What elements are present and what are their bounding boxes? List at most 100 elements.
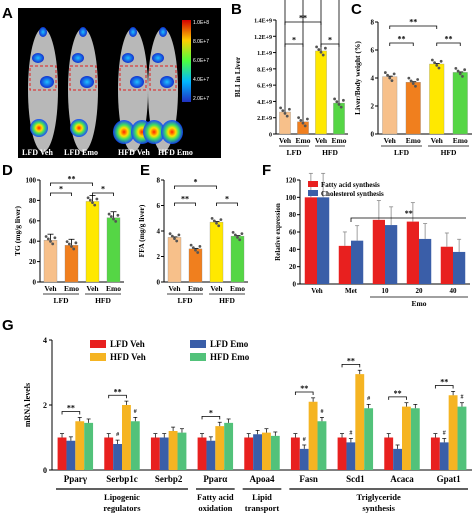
bar [440,246,453,284]
bar [430,437,440,470]
y-tick-label: 1.2E+9 [254,35,272,41]
legend-swatch [308,190,318,196]
bar [230,235,245,283]
colorbar-tick: 6.0E+7 [193,58,209,64]
data-point [407,76,411,80]
y-axis-label: FFA (mg/g liver) [137,204,146,257]
data-point [409,79,413,83]
x-tick-label: 20 [416,287,424,295]
legend-swatch [90,340,106,348]
data-point [177,233,181,237]
bar [385,225,398,284]
data-point [112,217,115,221]
bar [253,434,262,470]
data-point [339,105,343,109]
y-axis-label: Relative expression [274,203,282,261]
data-point [88,198,92,202]
data-point [430,58,434,62]
sig-mark: * [59,185,63,194]
data-point [65,240,69,244]
signal-spot [152,53,164,63]
bar [150,437,160,470]
x-tick-label: Veh [431,136,444,145]
bar [317,197,330,284]
data-point [317,48,321,51]
y-tick-label: 8 [157,177,161,185]
data-point [191,246,195,250]
y-axis-label: Liver/Body weight (%) [353,41,362,115]
data-point [333,97,336,101]
data-point [72,247,76,251]
data-point [217,224,221,228]
bar [66,440,76,470]
sig-mark: ** [409,18,417,27]
data-point [306,117,309,121]
sig-bracket [320,43,340,47]
sig-bracket [174,202,196,206]
data-point [53,236,57,240]
x-tick-label: Emo [106,284,121,293]
panel-label-a: A [2,5,13,22]
data-point [392,72,396,76]
x-tick-label: 10 [382,287,390,295]
y-tick-label: 40 [29,238,37,246]
data-point [283,111,287,115]
data-point [433,61,436,65]
bar [364,408,374,470]
bar [168,431,178,470]
category-group-label: oxidation [198,503,232,513]
bar [188,248,203,283]
bar [315,50,327,135]
hash-mark: # [460,395,463,401]
x-tick-label: Emo [188,284,203,293]
data-point [315,45,318,49]
signal-spot [32,53,44,63]
bar [85,201,100,283]
sig-bracket [436,42,461,46]
sig-mark: ** [445,35,453,44]
data-point [411,82,415,85]
data-point [91,201,94,205]
liver-roi [69,65,97,91]
sig-bracket [294,391,314,395]
bar [197,437,207,470]
data-point [233,233,237,237]
signal-spot [160,76,174,88]
data-point [285,114,289,118]
data-point [240,232,244,236]
bar [405,82,421,135]
sig-bracket [92,192,114,196]
data-point [437,66,441,70]
x-tick-label: Veh [315,136,328,145]
y-tick-label: 120 [286,177,297,185]
data-point [116,213,120,217]
x-tick-label: Serbp1c [106,474,138,484]
data-point [173,237,176,240]
y-tick-label: 6 [371,47,375,55]
x-tick-label: Emo [406,136,421,145]
data-point [198,245,202,248]
y-tick-label: 0 [33,279,37,287]
bar [317,421,327,470]
bar [448,395,458,470]
group-label: HFD [219,296,235,305]
sig-mark: * [292,36,296,45]
x-tick-label: Veh [279,136,292,145]
x-tick-label: Serbp2 [155,474,183,484]
sig-mark: ** [394,389,402,398]
bar [304,197,317,284]
bar [439,442,449,470]
bar [453,251,466,284]
bar [167,237,182,283]
group-label: LFD [178,296,194,305]
bar [104,437,114,470]
mouse-label: HFD Emo [158,148,193,157]
bar [177,432,187,470]
data-point [51,242,55,246]
bar [75,421,85,470]
x-tick-label: Emo [332,136,347,145]
sig-bracket [61,411,81,415]
data-point [299,119,303,122]
x-tick-label: Scd1 [346,474,365,484]
y-tick-label: 2 [371,103,375,111]
